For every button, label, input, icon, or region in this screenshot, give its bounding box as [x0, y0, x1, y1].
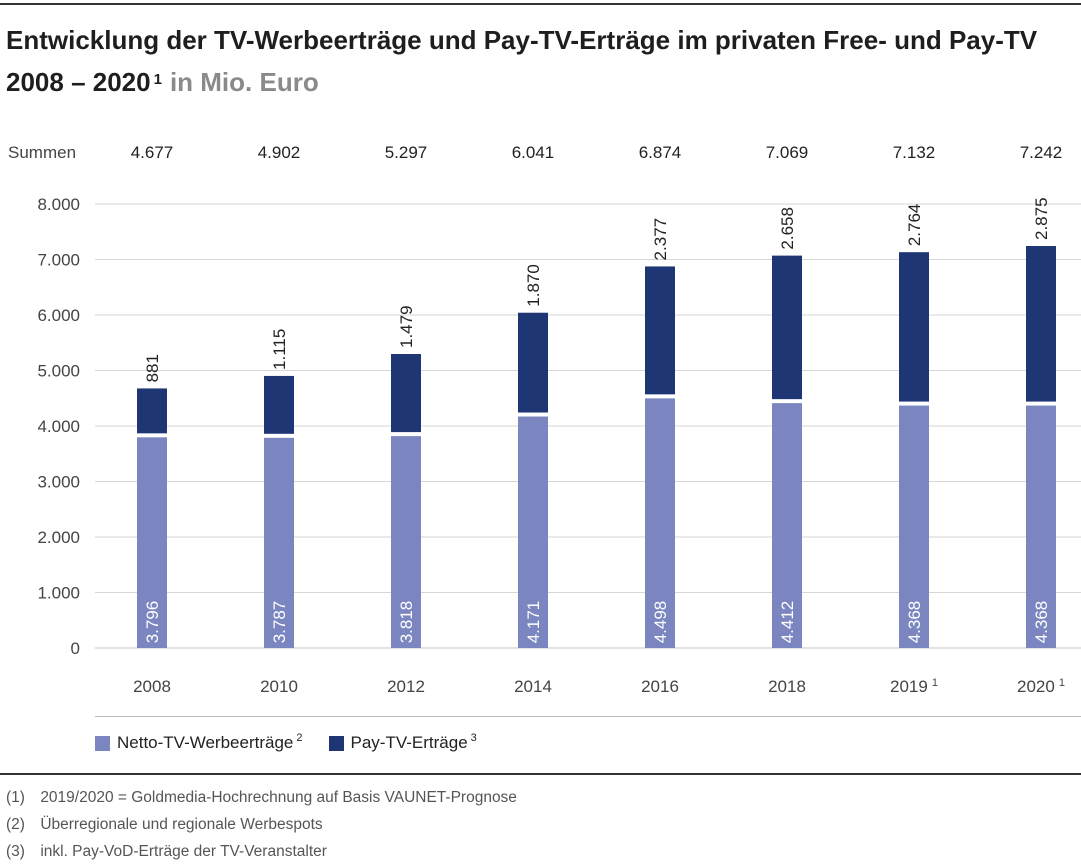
x-tick-footnote-2019: 1: [932, 677, 938, 689]
chart-legend: Netto-TV-Werbeerträge 2 Pay-TV-Erträge 3: [95, 732, 503, 753]
y-tick-label-5000: 5.000: [37, 362, 80, 381]
footnote-1: (1) 2019/2020 = Goldmedia-Hochrechnung a…: [6, 784, 517, 811]
chart-unit: in Mio. Euro: [169, 67, 319, 97]
footnote-3-key: (3): [6, 843, 25, 860]
bar-paytv-2020: [1026, 246, 1056, 402]
legend-separator: [95, 716, 1081, 717]
bar-paytv-2014: [518, 312, 548, 413]
data-label-netto-2010: 3.787: [270, 601, 289, 644]
legend-item-paytv: Pay-TV-Erträge 3: [328, 732, 477, 753]
x-tick-label-2019: 2019 1: [890, 677, 938, 696]
bar-paytv-2016: [645, 266, 675, 395]
x-tick-label-2016: 2016: [641, 677, 679, 696]
total-2012: 5.297: [385, 143, 428, 162]
legend-swatch-netto: [95, 735, 110, 751]
chart-period-footnote: 1: [153, 71, 162, 88]
bar-paytv-2019: [899, 252, 929, 402]
bar-paytv-2010: [264, 375, 294, 434]
x-tick-label-2010: 2010: [260, 677, 298, 696]
footnote-2: (2) Überregionale und regionale Werbespo…: [6, 811, 517, 838]
bar-paytv-2008: [137, 388, 167, 434]
data-label-netto-2012: 3.818: [397, 601, 416, 644]
total-2019: 7.132: [893, 143, 936, 162]
footnote-2-key: (2): [6, 816, 25, 833]
chart-title: Entwicklung der TV-Werbeerträge und Pay-…: [6, 25, 1038, 55]
y-tick-label-4000: 4.000: [37, 417, 80, 436]
x-tick-label-2012: 2012: [387, 677, 425, 696]
footnote-3-text: inkl. Pay-VoD-Erträge der TV-Veranstalte…: [40, 843, 327, 860]
legend-label-paytv: Pay-TV-Erträge: [350, 733, 468, 752]
footnote-2-text: Überregionale und regionale Werbespots: [40, 816, 323, 833]
legend-footnote-netto: 2: [296, 732, 303, 744]
bar-netto-2014: [518, 416, 548, 648]
stacked-bar-chart: 0 1.000 2.000 3.000 4.000 5.000 6.000 7.000 8.00…: [8, 143, 1081, 696]
data-label-netto-2008: 3.796: [143, 601, 162, 644]
x-tick-footnote-2020: 1: [1059, 677, 1065, 689]
y-tick-label-7000: 7.000: [37, 251, 80, 270]
data-label-paytv-2014: 1.870: [524, 264, 543, 307]
bar-netto-2008: [137, 437, 167, 648]
bar-paytv-2012: [391, 354, 421, 433]
chart-period: 2008 – 2020: [6, 67, 151, 97]
data-label-paytv-2010: 1.115: [270, 329, 289, 370]
y-tick-label-1000: 1.000: [37, 584, 80, 603]
bar-netto-2012: [391, 436, 421, 648]
total-2010: 4.902: [258, 143, 301, 162]
data-label-paytv-2019: 2.764: [905, 204, 924, 247]
data-label-netto-2014: 4.171: [524, 601, 543, 644]
data-label-netto-2019: 4.368: [905, 601, 924, 644]
legend-item-netto: Netto-TV-Werbeerträge 2: [95, 732, 303, 753]
top-rule: [0, 3, 1081, 5]
x-tick-label-2020: 2020 1: [1017, 677, 1065, 696]
x-tick-label-2008: 2008: [133, 677, 171, 696]
bar-netto-2020: [1026, 405, 1056, 648]
x-tick-label-2018: 2018: [768, 677, 806, 696]
total-2020: 7.242: [1020, 143, 1063, 162]
footnote-1-key: (1): [6, 789, 25, 806]
totals-label: Summen: [8, 143, 76, 162]
legend-swatch-paytv: [328, 735, 344, 751]
data-label-paytv-2012: 1.479: [397, 305, 416, 348]
bar-netto-2010: [264, 437, 294, 648]
data-label-paytv-2020: 2.875: [1032, 197, 1051, 240]
y-tick-label-3000: 3.000: [37, 473, 80, 492]
bar-netto-2019: [899, 405, 929, 648]
total-2008: 4.677: [131, 143, 174, 162]
legend-label-netto: Netto-TV-Werbeerträge: [117, 733, 294, 752]
y-tick-label-8000: 8.000: [37, 195, 80, 214]
total-2016: 6.874: [639, 143, 682, 162]
footnote-3: (3) inkl. Pay-VoD-Erträge der TV-Veranst…: [6, 838, 517, 865]
y-tick-label-2000: 2.000: [37, 528, 80, 547]
data-label-paytv-2016: 2.377: [651, 218, 670, 261]
data-label-paytv-2008: 881: [143, 354, 162, 382]
chart-title-line2: 2008 – 2020 1 in Mio. Euro: [6, 62, 319, 102]
legend-footnote-paytv: 3: [470, 732, 477, 744]
y-tick-label-6000: 6.000: [37, 306, 80, 325]
total-2014: 6.041: [512, 143, 555, 162]
data-label-netto-2018: 4.412: [778, 601, 797, 644]
bar-paytv-2018: [772, 255, 802, 400]
y-tick-label-0: 0: [71, 639, 80, 658]
x-tick-label-2014: 2014: [514, 677, 552, 696]
total-2018: 7.069: [766, 143, 809, 162]
footnote-separator: [0, 773, 1081, 775]
bar-netto-2018: [772, 403, 802, 648]
data-label-paytv-2018: 2.658: [778, 207, 797, 250]
footnote-1-text: 2019/2020 = Goldmedia-Hochrechnung auf B…: [40, 789, 517, 806]
data-label-netto-2020: 4.368: [1032, 601, 1051, 644]
footnotes: (1) 2019/2020 = Goldmedia-Hochrechnung a…: [6, 784, 517, 865]
bar-netto-2016: [645, 398, 675, 648]
data-label-netto-2016: 4.498: [651, 601, 670, 644]
